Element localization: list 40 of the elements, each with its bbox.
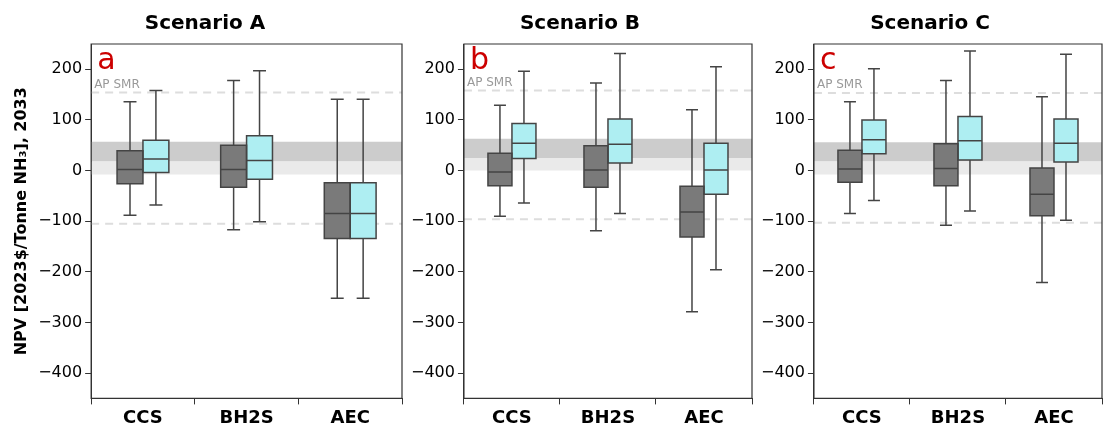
y-tick-label: −100 bbox=[410, 210, 455, 230]
annotation: a bbox=[97, 40, 116, 76]
y-tick-label: 100 bbox=[51, 109, 83, 129]
x-tick-label: CCS bbox=[842, 405, 882, 427]
y-axis-title: NPV [2023$/Tonne NH₃], 2033 bbox=[10, 87, 30, 356]
chart-title: Scenario C bbox=[870, 10, 990, 35]
x-tick-label: CCS bbox=[492, 405, 532, 427]
x-tick-label: AEC bbox=[684, 405, 724, 427]
y-tick-label: −300 bbox=[38, 311, 83, 331]
y-tick-label: 100 bbox=[424, 109, 455, 129]
x-tick-label: BH2S bbox=[580, 405, 636, 427]
chart-title: Scenario B bbox=[519, 10, 641, 35]
y-tick-label: −200 bbox=[38, 260, 83, 280]
x-tick-label: CCS bbox=[123, 405, 163, 427]
x-tick-label: BH2S bbox=[219, 405, 274, 427]
y-tick-label: −200 bbox=[410, 260, 455, 280]
y-tick-label: 0 bbox=[444, 159, 455, 179]
y-tick-label: −400 bbox=[38, 362, 83, 382]
ref-line-label: AP SMR bbox=[466, 74, 513, 89]
annotation: c bbox=[819, 40, 837, 76]
y-tick-label: −200 bbox=[760, 260, 805, 280]
y-tick-label: 200 bbox=[424, 58, 455, 78]
x-tick-label: AEC bbox=[1034, 405, 1074, 427]
ref-line-label: AP SMR bbox=[816, 77, 863, 92]
chart-title: Scenario A bbox=[144, 10, 266, 35]
y-tick-label: 200 bbox=[774, 58, 805, 78]
y-tick-label: −100 bbox=[760, 210, 805, 230]
y-tick-label: −400 bbox=[760, 362, 805, 382]
ref-line-label: AP SMR bbox=[94, 76, 140, 91]
y-tick-label: 0 bbox=[71, 159, 83, 179]
y-tick-label: 200 bbox=[51, 58, 83, 78]
x-tick-label: AEC bbox=[330, 405, 370, 427]
y-tick-label: −300 bbox=[410, 311, 455, 331]
y-tick-label: −400 bbox=[410, 362, 455, 382]
x-tick-label: BH2S bbox=[930, 405, 986, 427]
y-tick-label: −100 bbox=[38, 210, 83, 230]
annotation: b bbox=[469, 40, 489, 76]
y-tick-label: −300 bbox=[760, 311, 805, 331]
y-tick-label: 0 bbox=[794, 159, 805, 179]
y-tick-label: 100 bbox=[774, 109, 805, 129]
